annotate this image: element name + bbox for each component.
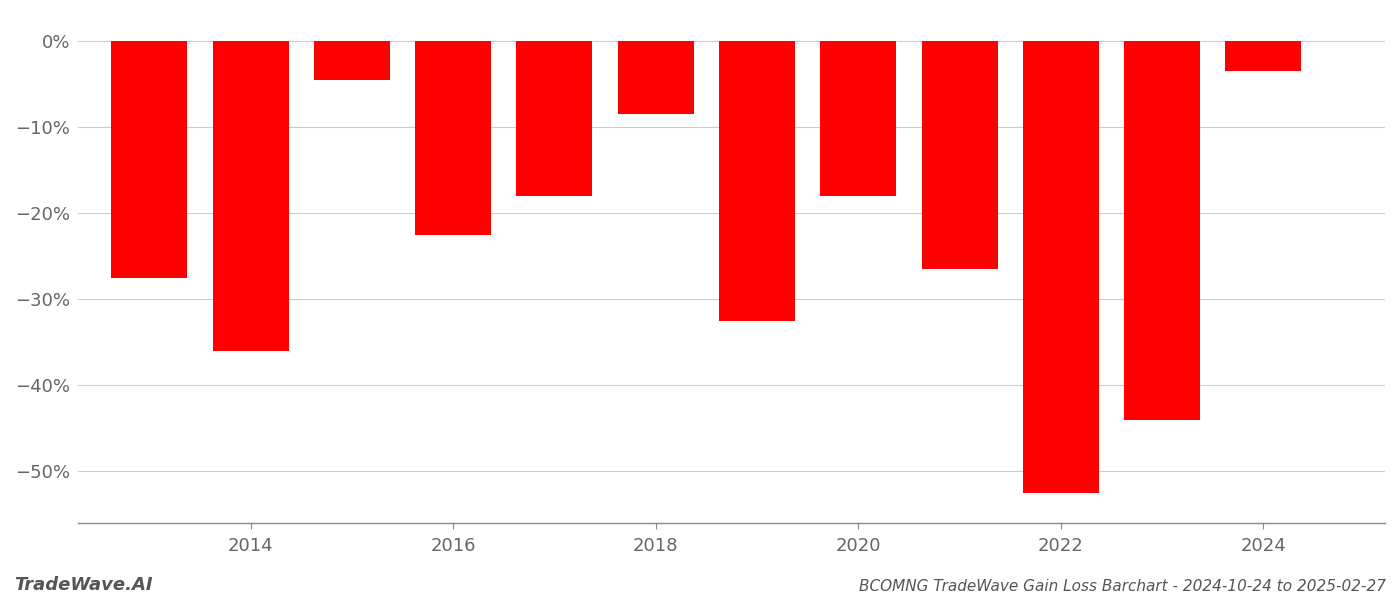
Bar (111, 41, 188, 278)
Bar (1023, 41, 1099, 493)
Bar (314, 41, 389, 80)
Bar (820, 41, 896, 196)
Bar (416, 41, 491, 235)
Text: TradeWave.AI: TradeWave.AI (14, 576, 153, 594)
Bar (617, 41, 693, 114)
Bar (921, 41, 998, 269)
Bar (1225, 41, 1302, 71)
Bar (720, 41, 795, 321)
Bar (213, 41, 288, 351)
Bar (517, 41, 592, 196)
Text: BCOMNG TradeWave Gain Loss Barchart - 2024-10-24 to 2025-02-27: BCOMNG TradeWave Gain Loss Barchart - 20… (860, 579, 1386, 594)
Bar (1124, 41, 1200, 420)
